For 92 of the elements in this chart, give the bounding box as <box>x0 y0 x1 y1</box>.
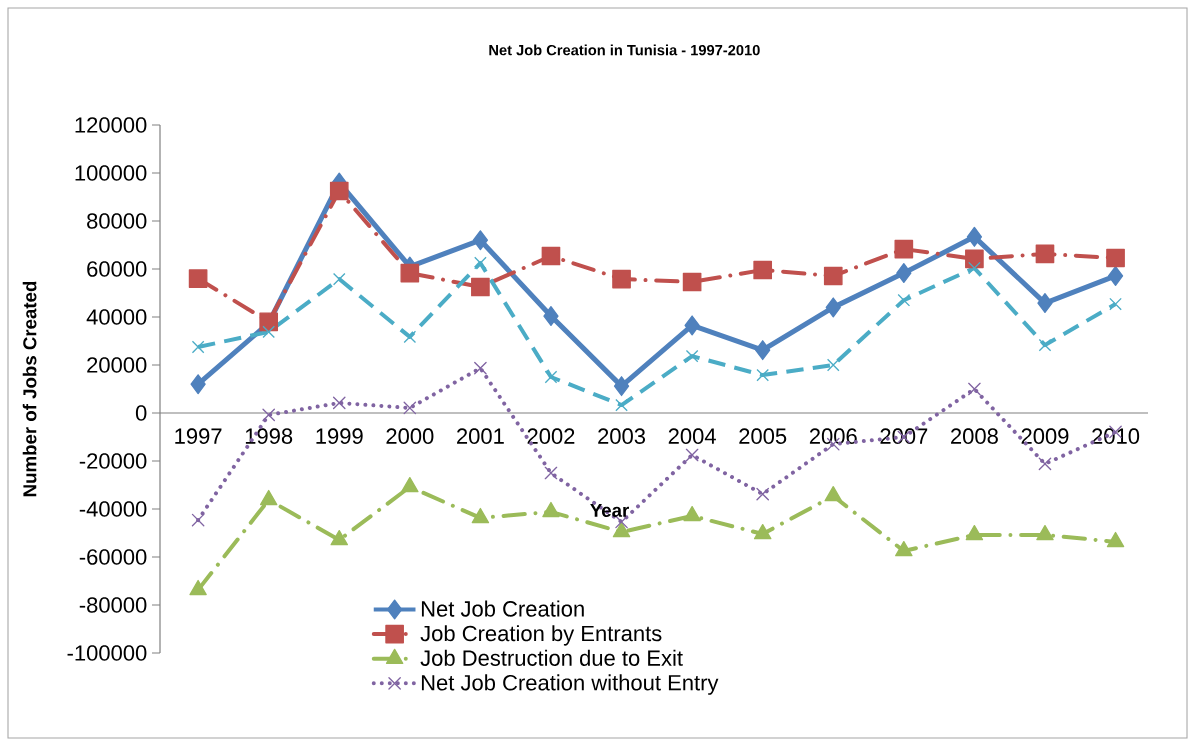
point <box>826 358 840 372</box>
y-tick-label: 120000 <box>75 117 147 133</box>
chart-title: Net Job Creation in Tunisia - 1997-2010 <box>489 44 760 56</box>
x-tick-label: 1997 <box>175 428 222 444</box>
point <box>1035 244 1055 264</box>
point <box>474 256 487 270</box>
point <box>471 507 490 524</box>
x-tick-label: 2001 <box>457 428 504 444</box>
point <box>896 263 912 284</box>
x-tick-label: 1998 <box>245 428 293 444</box>
x-tick-label: 2003 <box>598 428 646 444</box>
x-tick-label: 2004 <box>668 428 716 444</box>
point <box>753 260 773 280</box>
point <box>613 376 630 397</box>
point <box>188 269 208 288</box>
point <box>968 261 981 275</box>
legend-label: Net Job Creation without Entry <box>421 674 719 695</box>
point <box>191 513 205 527</box>
point <box>262 325 276 339</box>
x-tick-label: 2005 <box>739 428 787 444</box>
point <box>1038 338 1052 352</box>
point <box>1036 524 1054 541</box>
point <box>682 272 702 292</box>
point <box>824 486 843 502</box>
point <box>684 315 700 336</box>
point <box>190 374 206 395</box>
point <box>1109 297 1122 311</box>
point <box>965 524 984 541</box>
y-tick-label: 60000 <box>87 261 147 277</box>
point <box>683 505 701 522</box>
point <box>612 269 631 289</box>
point <box>965 249 984 269</box>
y-tick-label: -60000 <box>79 549 147 565</box>
y-tick-label: 40000 <box>86 309 147 325</box>
x-axis-title: Year <box>590 503 629 517</box>
point <box>615 398 628 412</box>
x-tick-label: 2000 <box>386 428 434 444</box>
point <box>189 579 207 596</box>
point <box>756 368 770 382</box>
point <box>685 349 699 363</box>
point <box>1038 457 1052 471</box>
point <box>544 370 558 384</box>
point <box>612 522 631 538</box>
point <box>1107 265 1124 286</box>
y-tick-label: 20000 <box>87 357 147 373</box>
point <box>330 529 349 546</box>
point <box>400 263 420 283</box>
point <box>332 272 346 286</box>
point <box>191 340 205 354</box>
point <box>543 306 559 327</box>
point <box>685 448 699 462</box>
x-tick-label: 2008 <box>951 428 998 444</box>
point <box>542 501 560 518</box>
point <box>259 489 278 506</box>
point <box>541 246 561 266</box>
point <box>474 361 487 375</box>
point <box>401 476 419 493</box>
point <box>825 297 841 318</box>
y-tick-label: 0 <box>135 405 147 421</box>
point <box>895 541 913 557</box>
point <box>332 396 346 410</box>
x-tick-label: 2006 <box>809 428 857 444</box>
point <box>329 181 349 201</box>
point <box>1106 531 1125 548</box>
legend-label: Net Job Creation <box>421 600 584 617</box>
point <box>968 382 981 396</box>
point <box>1037 293 1053 314</box>
point <box>966 226 983 247</box>
x-tick-label: 2009 <box>1021 428 1069 444</box>
point <box>262 408 276 422</box>
x-tick-label: 1999 <box>316 428 363 444</box>
legend-label: Job Creation by Entrants <box>420 625 662 646</box>
point <box>897 293 911 307</box>
y-tick-label: -40000 <box>79 501 147 517</box>
x-tick-label: 2002 <box>527 428 575 444</box>
y-axis-title: Number of Jobs Created <box>22 281 37 497</box>
point <box>755 340 771 361</box>
legend-label: Job Destruction due to Exit <box>420 649 683 666</box>
point <box>471 277 490 297</box>
y-tick-label: -80000 <box>79 597 147 613</box>
point <box>544 466 558 480</box>
point <box>894 239 914 259</box>
y-tick-label: 80000 <box>87 213 147 229</box>
y-tick-label: -100000 <box>67 645 147 661</box>
point <box>823 266 843 286</box>
y-tick-label: -20000 <box>79 453 147 469</box>
point <box>756 487 770 501</box>
point <box>1106 248 1125 268</box>
point <box>472 230 489 251</box>
point <box>403 401 417 415</box>
point <box>753 523 772 540</box>
y-tick-label: 100000 <box>75 165 147 181</box>
